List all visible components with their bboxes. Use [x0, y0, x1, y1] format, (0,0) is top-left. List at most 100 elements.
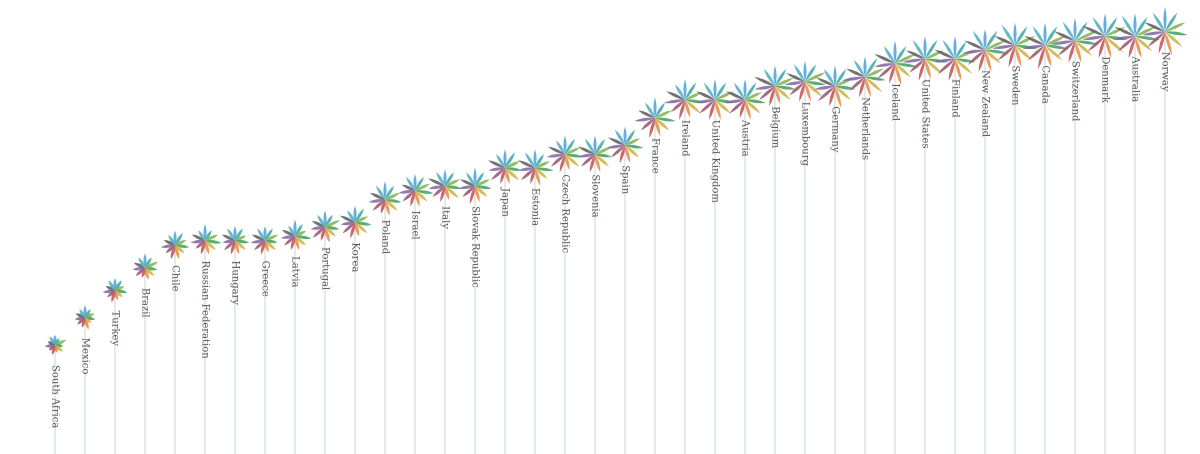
- petal: [145, 267, 158, 271]
- flowers: [44, 6, 1188, 355]
- flower: [427, 169, 462, 203]
- petal: [505, 161, 521, 168]
- petal: [224, 240, 235, 251]
- petal: [624, 145, 631, 164]
- petal: [77, 317, 85, 325]
- petal: [739, 99, 746, 118]
- petal: [132, 267, 145, 271]
- flower: [634, 97, 676, 138]
- petal: [505, 167, 520, 181]
- petal: [902, 58, 925, 63]
- petal: [533, 149, 537, 168]
- petal: [55, 345, 63, 352]
- petal: [934, 58, 955, 63]
- petal: [175, 240, 187, 246]
- petal: [354, 222, 360, 237]
- petal: [284, 236, 295, 246]
- petal: [254, 240, 265, 251]
- country-label: United Kingdom: [710, 120, 721, 204]
- country-label: Netherlands: [860, 97, 871, 160]
- petal: [383, 181, 387, 200]
- petal: [835, 85, 856, 90]
- petal: [625, 145, 640, 158]
- country-label: Israel: [410, 211, 421, 240]
- petal: [805, 81, 826, 86]
- petal: [577, 146, 595, 155]
- petal: [1045, 35, 1066, 46]
- petal: [295, 236, 306, 246]
- petal: [487, 160, 505, 168]
- petal: [75, 313, 85, 318]
- petal: [983, 29, 987, 50]
- petal: [715, 99, 731, 114]
- petal: [1075, 40, 1098, 45]
- petal: [250, 239, 265, 244]
- petal: [625, 138, 641, 146]
- country-label: Estonia: [530, 188, 541, 226]
- petal: [925, 39, 938, 60]
- petal: [953, 36, 957, 60]
- petal: [664, 99, 685, 104]
- petal: [1165, 12, 1178, 32]
- country-label: New Zealand: [980, 70, 991, 138]
- petal: [713, 79, 717, 100]
- petal: [500, 167, 506, 184]
- petal: [535, 154, 544, 168]
- petal: [595, 146, 613, 155]
- petal: [85, 309, 91, 318]
- country-label: Iceland: [890, 84, 901, 122]
- petal: [503, 149, 507, 168]
- petal: [1135, 17, 1148, 37]
- petal: [985, 49, 1008, 54]
- petal: [835, 86, 842, 109]
- petal: [578, 153, 595, 158]
- petal: [763, 68, 775, 87]
- petal: [518, 167, 535, 171]
- petal: [205, 240, 222, 244]
- petal: [674, 84, 685, 100]
- petal: [235, 228, 243, 241]
- petal: [1037, 45, 1045, 70]
- petal: [490, 167, 505, 181]
- petal: [715, 82, 727, 100]
- petal: [883, 46, 895, 64]
- petal: [459, 179, 475, 187]
- petal: [565, 147, 581, 155]
- petal: [1073, 17, 1077, 41]
- petal: [803, 60, 807, 82]
- petal: [775, 85, 796, 90]
- petal: [799, 81, 806, 102]
- petal: [445, 179, 461, 187]
- petal: [325, 214, 333, 227]
- petal: [1075, 40, 1093, 56]
- petal: [398, 190, 415, 194]
- petal: [805, 72, 826, 82]
- petal: [1165, 31, 1183, 47]
- petal: [415, 183, 431, 191]
- petal: [1027, 45, 1045, 61]
- petal: [942, 39, 955, 60]
- petal: [340, 221, 355, 226]
- petal: [376, 185, 385, 200]
- flower: [577, 135, 613, 173]
- flower: [874, 40, 918, 86]
- country-label: Denmark: [1100, 56, 1111, 104]
- petal: [475, 179, 491, 187]
- petal: [427, 178, 445, 187]
- petal: [265, 240, 276, 251]
- flower: [606, 126, 644, 164]
- petal: [190, 239, 205, 244]
- petal: [115, 290, 123, 298]
- petal: [385, 192, 401, 200]
- flower: [132, 253, 159, 280]
- petal: [115, 286, 125, 291]
- petal: [432, 186, 445, 198]
- petal: [413, 174, 417, 191]
- petal: [48, 345, 55, 351]
- petal: [804, 81, 811, 102]
- flower: [221, 226, 250, 255]
- petal: [135, 267, 145, 276]
- country-label: Ireland: [680, 120, 691, 157]
- petal: [1050, 40, 1075, 45]
- petal: [623, 126, 627, 146]
